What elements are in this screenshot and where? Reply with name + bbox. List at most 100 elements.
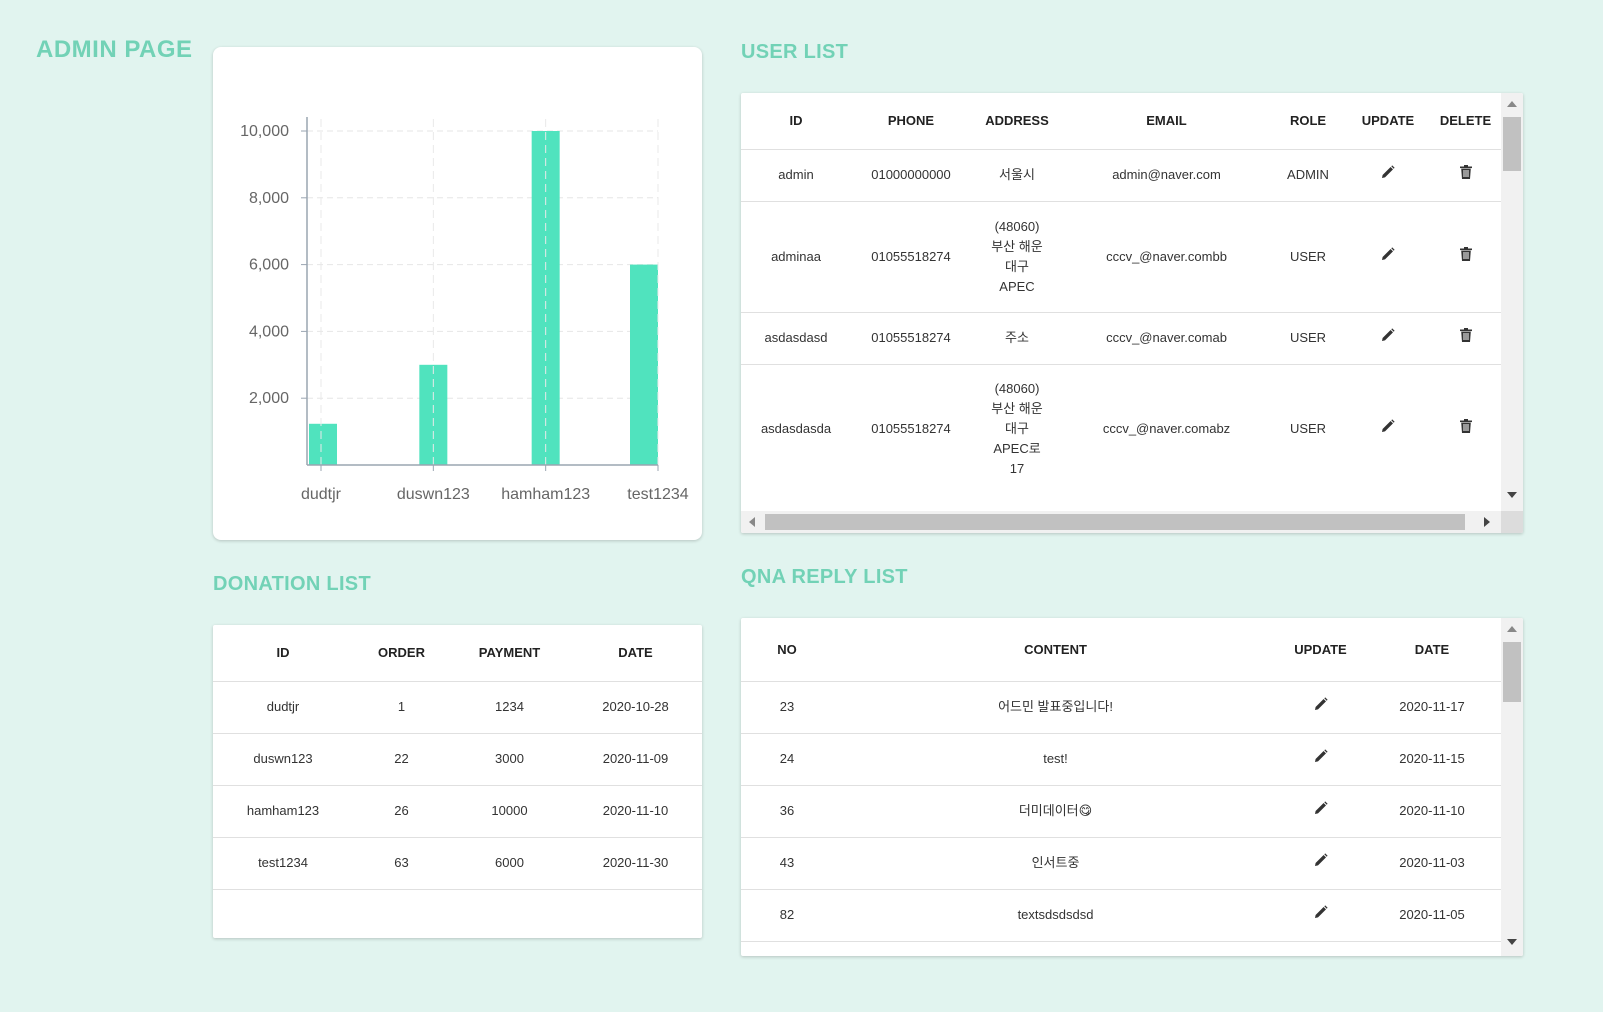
scrollbar-corner [1501, 511, 1523, 533]
user-id: adminaa [741, 201, 851, 313]
table-row: 24 test! 2020-11-15 [741, 733, 1501, 786]
donation-payment: 10000 [450, 785, 569, 838]
x-tick-label: hamham123 [501, 486, 590, 503]
user-email: cccv_@naver.comabz [1063, 364, 1270, 493]
qna-header-date[interactable]: DATE [1363, 618, 1501, 682]
qna-header-no[interactable]: NO [741, 618, 833, 682]
table-row: asdasdasda 01055518274 (48060) 부산 해운 대구 … [741, 364, 1501, 493]
donation-header-date[interactable]: DATE [569, 625, 702, 682]
trash-icon[interactable] [1459, 246, 1472, 267]
pencil-icon[interactable] [1381, 247, 1395, 267]
scrollbar-thumb[interactable] [1503, 117, 1521, 171]
pencil-icon[interactable] [1314, 905, 1328, 925]
qna-table-header: NO CONTENT UPDATE DATE [741, 618, 1501, 682]
table-row: admin 01000000000 서울시 admin@naver.com AD… [741, 149, 1501, 202]
qna-update-cell [1278, 681, 1363, 734]
qna-header-content[interactable]: CONTENT [833, 618, 1278, 682]
table-row: asdasdasd 01055518274 주소 cccv_@naver.com… [741, 312, 1501, 365]
qna-content: 인서트중 [833, 837, 1278, 890]
pencil-icon[interactable] [1381, 165, 1395, 185]
qna-table-vertical-scrollbar[interactable] [1501, 618, 1523, 956]
donation-id: hamham123 [213, 785, 353, 838]
user-table: ID PHONE ADDRESS EMAIL ROLE UPDATE DELET… [741, 93, 1501, 493]
scroll-up-arrow-icon[interactable] [1507, 101, 1517, 107]
user-header-address[interactable]: ADDRESS [971, 93, 1063, 150]
donation-date: 2020-11-10 [569, 785, 702, 838]
pencil-icon[interactable] [1314, 749, 1328, 769]
donation-order: 22 [353, 733, 450, 786]
trash-icon[interactable] [1459, 165, 1472, 185]
scroll-up-arrow-icon[interactable] [1507, 626, 1517, 632]
address-line: APEC로 [993, 441, 1041, 456]
address-line: APEC [999, 278, 1035, 294]
user-header-id[interactable]: ID [741, 93, 851, 150]
table-row: 82 textsdsdsdsd 2020-11-05 [741, 889, 1501, 942]
user-phone: 01055518274 [851, 201, 971, 313]
qna-date: 2020-11-17 [1363, 681, 1501, 734]
donation-order: 26 [353, 785, 450, 838]
scrollbar-thumb[interactable] [1503, 642, 1521, 702]
user-phone: 01055518274 [851, 312, 971, 365]
user-header-update[interactable]: UPDATE [1346, 93, 1430, 150]
scroll-down-arrow-icon[interactable] [1507, 939, 1517, 945]
address-line: 주소 [1005, 330, 1029, 345]
user-id: admin [741, 149, 851, 202]
scroll-left-arrow-icon[interactable] [749, 517, 755, 527]
user-header-role[interactable]: ROLE [1270, 93, 1346, 150]
donation-list-card: ID ORDER PAYMENT DATE dudtjr 1 1234 2020… [213, 625, 702, 938]
scroll-right-arrow-icon[interactable] [1484, 517, 1490, 527]
y-tick-label: 4,000 [249, 323, 289, 340]
qna-list-title: QNA REPLY LIST [741, 566, 908, 588]
qna-table: NO CONTENT UPDATE DATE 23 어드민 발표중입니다! 20… [741, 618, 1501, 942]
trash-icon[interactable] [1459, 328, 1472, 348]
address-line: 대구 [1005, 421, 1029, 436]
address-line: (48060) [994, 381, 1040, 396]
user-table-horizontal-scrollbar[interactable] [741, 511, 1501, 533]
donation-date: 2020-11-30 [569, 837, 702, 890]
y-tick-label: 10,000 [240, 123, 289, 140]
qna-date: 2020-11-05 [1363, 889, 1501, 942]
qna-no: 23 [741, 681, 833, 734]
user-role: USER [1270, 364, 1346, 493]
user-id: asdasdasda [741, 364, 851, 493]
donation-header-id[interactable]: ID [213, 625, 353, 682]
donation-id: duswn123 [213, 733, 353, 786]
qna-update-cell [1278, 837, 1363, 890]
user-list-card: ID PHONE ADDRESS EMAIL ROLE UPDATE DELET… [741, 93, 1523, 533]
address-line: 부산 해운 [991, 238, 1043, 254]
qna-update-cell [1278, 785, 1363, 838]
pencil-icon[interactable] [1314, 801, 1328, 821]
chart-bar [630, 264, 658, 465]
donation-header-payment[interactable]: PAYMENT [450, 625, 569, 682]
donation-header-order[interactable]: ORDER [353, 625, 450, 682]
scroll-down-arrow-icon[interactable] [1507, 492, 1517, 498]
qna-header-update[interactable]: UPDATE [1278, 618, 1363, 682]
user-table-header: ID PHONE ADDRESS EMAIL ROLE UPDATE DELET… [741, 93, 1501, 150]
address-line: 부산 해운 [991, 401, 1043, 416]
pencil-icon[interactable] [1314, 853, 1328, 873]
qna-no: 24 [741, 733, 833, 786]
user-update-cell [1346, 149, 1430, 202]
scrollbar-thumb[interactable] [765, 514, 1465, 530]
donation-payment: 6000 [450, 837, 569, 890]
donation-chart-card: 2,000 4,000 6,000 8,000 10,000 dudtjr duswn123… [213, 47, 702, 540]
trash-icon[interactable] [1459, 419, 1472, 439]
user-email: cccv_@naver.comab [1063, 312, 1270, 365]
user-delete-cell [1430, 364, 1501, 493]
y-tick-label: 2,000 [249, 390, 289, 407]
user-table-viewport: ID PHONE ADDRESS EMAIL ROLE UPDATE DELET… [741, 93, 1501, 493]
table-row: adminaa 01055518274 (48060) 부산 해운 대구 APE… [741, 201, 1501, 313]
donation-payment: 1234 [450, 681, 569, 734]
table-row: test1234 63 6000 2020-11-30 [213, 837, 702, 890]
y-tick-label: 8,000 [249, 190, 289, 207]
user-header-phone[interactable]: PHONE [851, 93, 971, 150]
pencil-icon[interactable] [1381, 328, 1395, 348]
user-table-vertical-scrollbar[interactable] [1501, 93, 1523, 511]
qna-date: 2020-11-15 [1363, 733, 1501, 786]
user-delete-cell [1430, 201, 1501, 313]
pencil-icon[interactable] [1314, 697, 1328, 717]
qna-no: 43 [741, 837, 833, 890]
user-header-delete[interactable]: DELETE [1430, 93, 1501, 150]
pencil-icon[interactable] [1381, 419, 1395, 439]
user-header-email[interactable]: EMAIL [1063, 93, 1270, 150]
